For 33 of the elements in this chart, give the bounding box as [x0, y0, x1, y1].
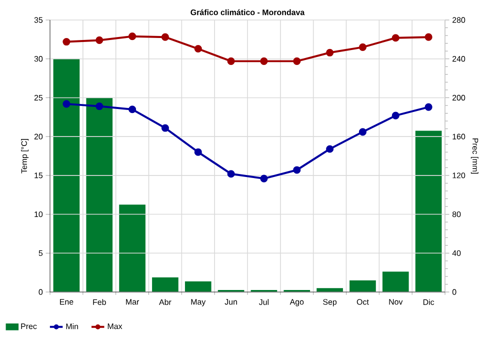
bar — [382, 272, 409, 292]
point — [194, 148, 202, 156]
point — [62, 38, 70, 46]
bar — [415, 130, 442, 292]
bar — [316, 288, 343, 292]
point — [194, 44, 202, 53]
point — [293, 57, 301, 65]
point — [96, 36, 104, 44]
point — [293, 166, 301, 174]
point — [392, 112, 400, 120]
point — [260, 174, 268, 182]
point — [326, 48, 334, 56]
bar — [53, 58, 80, 292]
point — [358, 43, 367, 51]
point — [96, 102, 104, 110]
point — [227, 170, 235, 178]
point — [424, 103, 432, 111]
point — [161, 124, 170, 132]
bar — [152, 277, 178, 292]
point — [392, 34, 400, 42]
point — [128, 106, 136, 114]
bar — [86, 98, 113, 292]
bar — [184, 281, 212, 292]
point — [227, 57, 235, 65]
point — [424, 33, 432, 41]
point — [62, 100, 70, 108]
bar — [350, 280, 376, 292]
point — [128, 32, 136, 40]
point — [260, 57, 268, 65]
point — [326, 145, 334, 153]
bar — [119, 204, 146, 292]
point — [358, 128, 367, 136]
point — [161, 33, 170, 41]
